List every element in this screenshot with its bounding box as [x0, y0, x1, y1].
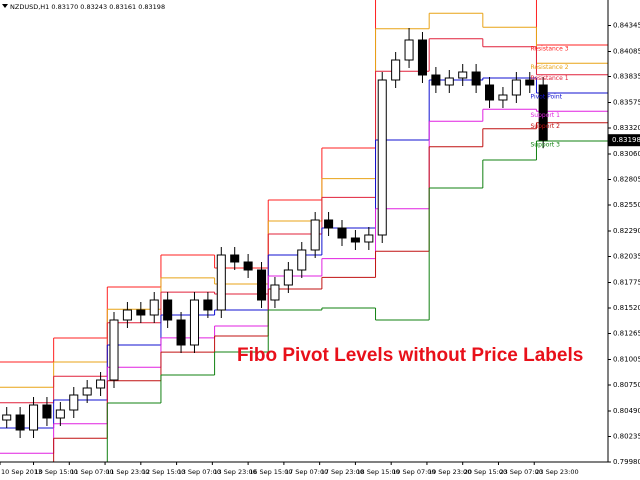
candle-body	[2, 414, 12, 421]
candle-body	[69, 394, 79, 411]
candle-body	[109, 319, 119, 381]
candle-body	[122, 309, 132, 321]
level-label: Support 3	[530, 142, 560, 149]
candle-body	[364, 234, 374, 243]
candle-body	[136, 309, 146, 316]
y-tick-label: 0.80490	[613, 407, 640, 415]
x-tick-label: 10 Sep 2013	[1, 468, 42, 476]
x-tick-label: 23 Sep 23:00	[535, 468, 578, 476]
candle-body	[176, 319, 186, 346]
y-tick-label: 0.82805	[613, 176, 640, 184]
y-tick-label: 0.82035	[613, 253, 640, 261]
y-tick-label: 0.80750	[613, 381, 640, 389]
candle-body	[324, 219, 334, 229]
candle-body	[216, 254, 226, 311]
candle-body	[149, 299, 159, 316]
level-label: Support 2	[530, 123, 560, 130]
candle-body	[458, 71, 468, 79]
last-price-label: 0.83198	[612, 136, 640, 144]
y-tick-label: 0.82290	[613, 227, 640, 235]
x-tick-label: 17 Sep 07:00	[285, 468, 328, 476]
level-label: Pivot Point	[530, 94, 562, 101]
candle-body	[310, 219, 320, 251]
candle-body	[96, 379, 106, 389]
x-tick-label: 11 Sep 23:00	[106, 468, 149, 476]
candle-body	[391, 59, 401, 81]
x-tick-label: 13 Sep 07:00	[178, 468, 221, 476]
x-tick-label: 11 Sep 07:00	[70, 468, 113, 476]
y-tick-label: 0.81520	[613, 304, 640, 312]
candle-body	[82, 387, 92, 396]
candle-body	[404, 39, 414, 61]
candle-body	[444, 77, 454, 86]
level-label: Resistance 1	[530, 75, 568, 82]
y-tick-label: 0.83835	[613, 73, 640, 81]
y-tick-label: 0.83060	[613, 150, 640, 158]
candle-body	[538, 84, 548, 141]
x-tick-label: 19 Sep 23:00	[428, 468, 471, 476]
candle-body	[270, 284, 280, 301]
candle-body	[525, 79, 535, 86]
level-label: Resistance 3	[530, 46, 568, 53]
candle-body	[297, 249, 307, 271]
y-tick-label: 0.82550	[613, 201, 640, 209]
x-tick-label: 17 Sep 23:00	[321, 468, 364, 476]
x-tick-label: 20 Sep 15:00	[464, 468, 507, 476]
chart-title: NZDUSD,H1 0.83170 0.83243 0.83161 0.8319…	[10, 3, 165, 11]
y-tick-label: 0.81775	[613, 279, 640, 287]
candle-body	[350, 237, 360, 243]
candle-body	[337, 227, 347, 239]
candle-body	[485, 84, 495, 101]
candle-body	[163, 299, 173, 321]
candle-body	[15, 414, 25, 431]
y-tick-label: 0.79980	[613, 458, 640, 466]
candle-body	[471, 71, 481, 86]
candle-body	[498, 94, 508, 101]
y-tick-label: 0.84085	[613, 48, 640, 56]
x-tick-label: 16 Sep 15:00	[249, 468, 292, 476]
candle-body	[377, 79, 387, 236]
x-tick-label: 23 Sep 07:00	[499, 468, 542, 476]
candle-body	[243, 261, 253, 271]
y-tick-label: 0.80235	[613, 433, 640, 441]
annotation: Fibo Pivot Levels without Price Labels	[237, 345, 583, 366]
y-tick-label: 0.83575	[613, 99, 640, 107]
menu-triangle[interactable]	[2, 4, 8, 8]
y-tick-label: 0.84345	[613, 22, 640, 30]
candle-body	[431, 74, 441, 86]
candle-body	[55, 409, 65, 419]
y-tick-label: 0.81005	[613, 356, 640, 364]
x-tick-label: 10 Sep 15:00	[35, 468, 78, 476]
candle-body	[189, 299, 199, 346]
candle-body	[42, 404, 52, 419]
candle-body	[511, 79, 521, 96]
candle-body	[257, 269, 267, 301]
level-label: Support 1	[530, 112, 560, 119]
last-price-box	[608, 134, 640, 147]
y-tick-label: 0.81265	[613, 330, 640, 338]
x-tick-label: 18 Sep 15:00	[356, 468, 399, 476]
candle-body	[29, 404, 39, 431]
y-tick-label: 0.83320	[613, 124, 640, 132]
x-tick-label: 12 Sep 15:00	[142, 468, 185, 476]
candle-body	[417, 39, 427, 76]
candle-body	[283, 269, 293, 286]
x-tick-label: 13 Sep 23:00	[213, 468, 256, 476]
candle-body	[230, 254, 240, 263]
x-tick-label: 19 Sep 07:00	[392, 468, 435, 476]
plot-area	[0, 0, 608, 462]
level-label: Resistance 2	[530, 64, 568, 71]
candle-body	[203, 299, 213, 311]
